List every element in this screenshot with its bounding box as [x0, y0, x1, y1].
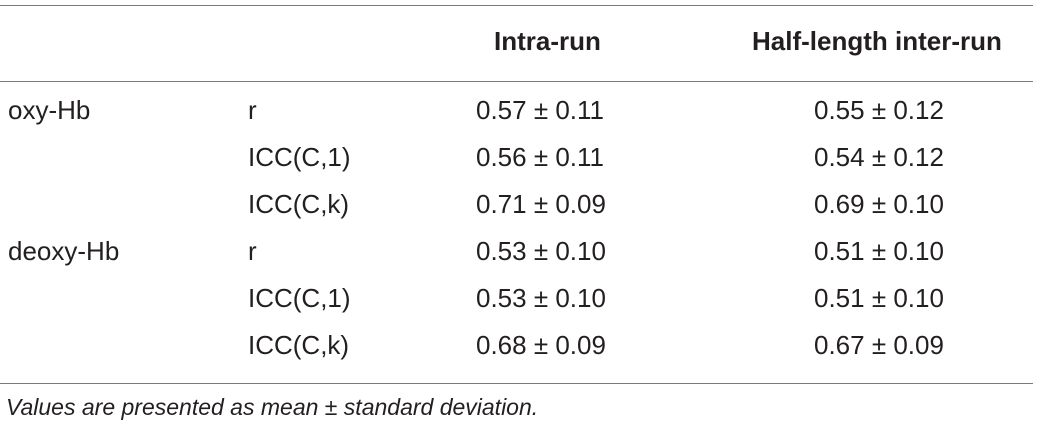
table-row: ICC(C,k) 0.68 ± 0.09 0.67 ± 0.09: [0, 324, 1033, 371]
metric-cell: ICC(C,k): [248, 189, 350, 219]
intra-run-cell: 0.68 ± 0.09: [476, 330, 606, 360]
bottom-rule: [0, 383, 1033, 384]
half-length-cell: 0.54 ± 0.12: [814, 142, 944, 172]
intra-run-cell: 0.53 ± 0.10: [476, 283, 606, 313]
metric-cell: r: [248, 236, 257, 266]
metric-cell: ICC(C,k): [248, 330, 350, 360]
table-footnote: Values are presented as mean ± standard …: [6, 394, 539, 420]
intra-run-cell: 0.57 ± 0.11: [476, 95, 604, 125]
half-length-cell: 0.69 ± 0.10: [814, 189, 944, 219]
table-row: ICC(C,1) 0.56 ± 0.11 0.54 ± 0.12: [0, 136, 1033, 183]
intra-run-cell: 0.53 ± 0.10: [476, 236, 606, 266]
metric-cell: r: [248, 95, 257, 125]
intra-run-cell: 0.71 ± 0.09: [476, 189, 606, 219]
metric-cell: ICC(C,1): [248, 283, 351, 313]
header-half-length-inter-run: Half-length inter-run: [752, 26, 1002, 56]
top-rule: [0, 5, 1033, 6]
group-cell: deoxy-Hb: [8, 236, 120, 266]
half-length-cell: 0.51 ± 0.10: [814, 236, 944, 266]
half-length-cell: 0.67 ± 0.09: [814, 330, 944, 360]
header-intra-run: Intra-run: [494, 26, 601, 56]
table-row: ICC(C,1) 0.53 ± 0.10 0.51 ± 0.10: [0, 277, 1033, 324]
half-length-cell: 0.55 ± 0.12: [814, 95, 944, 125]
group-cell: oxy-Hb: [8, 95, 91, 125]
metric-cell: ICC(C,1): [248, 142, 351, 172]
table-row: ICC(C,k) 0.71 ± 0.09 0.69 ± 0.10: [0, 183, 1033, 230]
intra-run-cell: 0.56 ± 0.11: [476, 142, 604, 172]
header-rule: [0, 81, 1033, 82]
half-length-cell: 0.51 ± 0.10: [814, 283, 944, 313]
table-row: oxy-Hb r 0.57 ± 0.11 0.55 ± 0.12: [0, 89, 1033, 136]
table-body: oxy-Hb r 0.57 ± 0.11 0.55 ± 0.12 ICC(C,1…: [0, 89, 1033, 371]
table-row: deoxy-Hb r 0.53 ± 0.10 0.51 ± 0.10: [0, 230, 1033, 277]
